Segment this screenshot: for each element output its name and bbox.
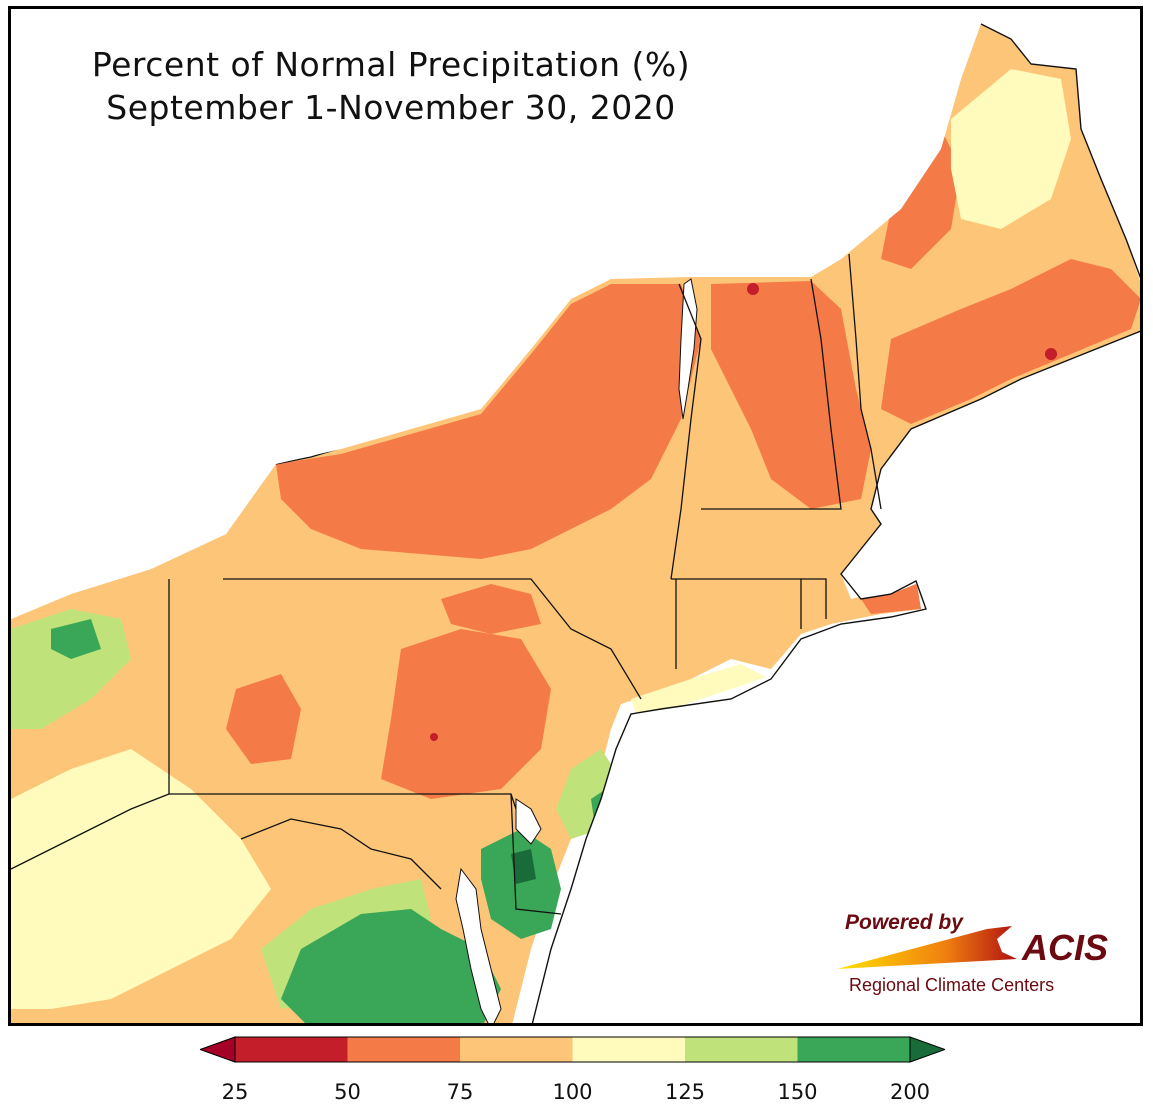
legend-outline bbox=[234, 1036, 911, 1063]
legend-bin-125-150 bbox=[685, 1037, 798, 1062]
delaware-bay bbox=[515, 798, 542, 845]
lake-champlain bbox=[678, 278, 698, 420]
legend-over-arrow bbox=[909, 1036, 945, 1063]
map-title: Percent of Normal Precipitation (%) bbox=[91, 45, 691, 84]
legend-bin-75-100 bbox=[460, 1037, 573, 1062]
logo-brand: ACIS bbox=[1021, 927, 1108, 968]
region-spot-vt bbox=[747, 283, 759, 295]
legend-tick-25: 25 bbox=[221, 1080, 249, 1104]
legend-bin-50-75 bbox=[347, 1037, 460, 1062]
legend-tick-200: 200 bbox=[889, 1080, 931, 1104]
logo-org: Regional Climate Centers bbox=[849, 975, 1054, 995]
acis-logo: Powered by ACIS Regional Climate Centers bbox=[837, 911, 1108, 995]
map-subtitle: September 1-November 30, 2020 bbox=[106, 88, 676, 127]
region-pa-central-dry bbox=[381, 629, 551, 799]
region-spot-maine bbox=[1045, 348, 1057, 360]
atlantic-ocean bbox=[532, 450, 1140, 1023]
region-pa-north-dry bbox=[441, 584, 541, 634]
legend-tick-150: 150 bbox=[777, 1080, 818, 1104]
map-frame: Percent of Normal Precipitation (%) Sept… bbox=[8, 6, 1143, 1026]
legend-bin-100-125 bbox=[572, 1037, 685, 1062]
region-oh-nw-wet bbox=[51, 619, 101, 659]
legend-colorbar bbox=[200, 1036, 945, 1063]
state-borders bbox=[11, 253, 882, 915]
precipitation-map bbox=[11, 9, 1140, 1023]
legend-tick-125: 125 bbox=[664, 1080, 706, 1104]
region-oh-wet bbox=[11, 609, 131, 729]
region-maine-coast-dry bbox=[881, 259, 1140, 424]
logo-powered-by: Powered by bbox=[845, 911, 964, 934]
legend-tick-75: 75 bbox=[446, 1080, 474, 1104]
region-va-md-wet bbox=[281, 909, 501, 1023]
region-pa-west-dry bbox=[226, 674, 301, 764]
area-outside-north bbox=[11, 9, 981, 619]
legend-bin-25-50 bbox=[235, 1037, 348, 1062]
coastline bbox=[531, 23, 1140, 1023]
legend-tick-50: 50 bbox=[334, 1080, 361, 1104]
chesapeake-bay bbox=[455, 867, 502, 1023]
region-spot-pa bbox=[430, 733, 438, 741]
area-outside-northeast bbox=[981, 9, 1140, 281]
legend-under-arrow bbox=[200, 1036, 236, 1063]
region-maine-north-normal bbox=[951, 69, 1071, 229]
logo-swoosh bbox=[837, 926, 1017, 969]
region-appalachian-normal bbox=[11, 749, 271, 1009]
legend-bin-150-200 bbox=[797, 1037, 910, 1062]
region-ny-north-dry bbox=[276, 284, 701, 559]
region-vt-nh-dry bbox=[711, 281, 871, 509]
region-delmarva-core bbox=[511, 849, 536, 884]
region-long-island-normal bbox=[631, 664, 766, 714]
legend-tick-100: 100 bbox=[552, 1080, 593, 1104]
